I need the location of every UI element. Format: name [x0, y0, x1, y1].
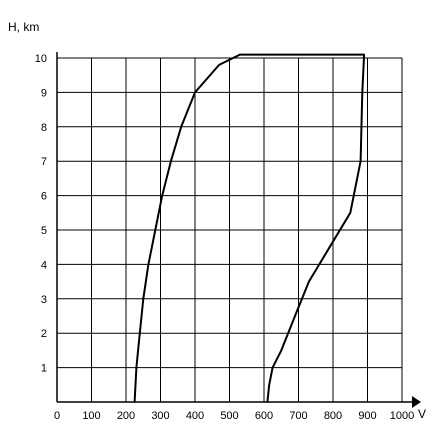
- series: [133, 53, 366, 403]
- x-tick-label: 700: [289, 410, 307, 422]
- x-tick-label: 500: [220, 410, 238, 422]
- tick-labels: 0 100 200 300 400 500 600 700 800 900 1000 1 2 3 4 5 6 7 8…: [35, 53, 414, 422]
- x-axis-title: V: [418, 407, 426, 421]
- x-tick-label: 0: [54, 410, 60, 422]
- x-tick-label: 800: [324, 410, 342, 422]
- x-axis-arrow: [412, 396, 421, 408]
- x-tick-label: 900: [358, 410, 376, 422]
- axes: [56, 52, 421, 408]
- y-tick-label: 4: [41, 259, 47, 271]
- x-tick-label: 300: [151, 410, 169, 422]
- x-tick-label: 200: [117, 410, 135, 422]
- x-tick-label: 100: [82, 410, 100, 422]
- x-tick-label: 400: [186, 410, 204, 422]
- series-line: [133, 53, 366, 403]
- x-tick-label: 1000: [390, 410, 414, 422]
- y-tick-label: 5: [41, 225, 47, 237]
- x-tick-label: 600: [255, 410, 273, 422]
- y-tick-label: 1: [41, 363, 47, 375]
- y-tick-label: 6: [41, 191, 47, 203]
- y-tick-label: 7: [41, 156, 47, 168]
- y-tick-label: 3: [41, 294, 47, 306]
- y-tick-label: 8: [41, 122, 47, 134]
- y-axis-title: H, km: [8, 20, 39, 34]
- y-tick-label: 10: [35, 53, 47, 65]
- grid: [57, 57, 403, 402]
- y-tick-label: 9: [41, 87, 47, 99]
- y-tick-label: 2: [41, 328, 47, 340]
